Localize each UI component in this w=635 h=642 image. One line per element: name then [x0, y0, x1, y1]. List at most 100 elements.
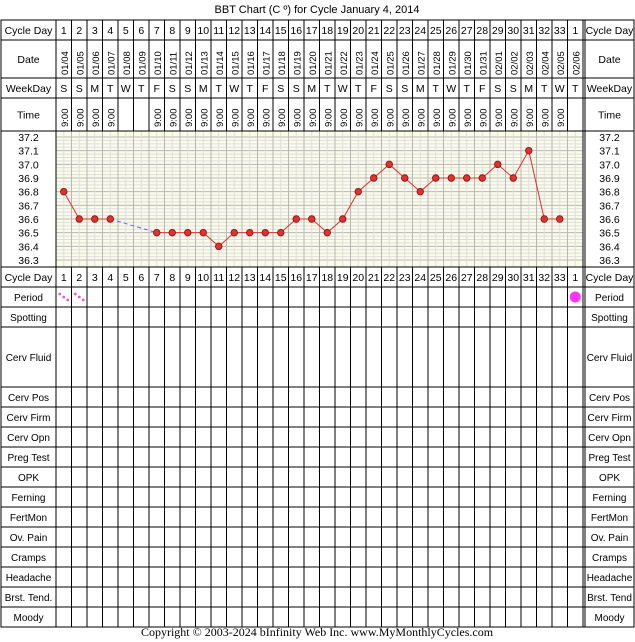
date-label: 02/01 [494, 51, 505, 75]
time-label: 9:00 [75, 109, 86, 128]
weekday-label: S [277, 83, 284, 95]
observation-label-right: Spotting [591, 313, 628, 324]
row-label-cycle_day: Cycle Day [5, 25, 54, 37]
weekday-label: M [90, 83, 99, 95]
cycle-day-label-lower: 29 [492, 272, 504, 284]
date-label: 01/21 [323, 51, 334, 75]
y-tick-label: 36.6 [18, 214, 39, 226]
observation-label: Ov. Pain [10, 533, 48, 544]
y-tick-label: 36.8 [18, 187, 39, 199]
row-label-right-weekday: WeekDay [587, 83, 633, 95]
weekday-label: T [138, 83, 145, 95]
y-tick-label-right: 36.3 [599, 255, 620, 267]
temperature-segment [342, 191, 359, 220]
date-label: 01/05 [75, 51, 86, 75]
cycle-day-label: 23 [399, 25, 411, 37]
time-label: 9:00 [215, 109, 226, 128]
temperature-point [60, 187, 68, 196]
row-label-right-cycle_day-2: Cycle Day [586, 272, 635, 284]
temperature-point [385, 160, 393, 169]
temperature-point [556, 215, 564, 223]
period-spotting-mark [66, 298, 70, 302]
observation-label-right: Cerv Pos [589, 393, 630, 404]
cycle-day-label: 30 [507, 25, 519, 37]
cycle-day-label-lower: 31 [523, 272, 535, 284]
cycle-day-label: 22 [383, 25, 395, 37]
date-label: 01/11 [168, 52, 179, 75]
temperature-point [540, 215, 548, 223]
cycle-day-label: 5 [123, 25, 129, 37]
time-label: 9:00 [478, 109, 489, 128]
y-tick-label-right: 37.1 [599, 146, 620, 158]
y-tick-label-right: 36.7 [599, 200, 620, 212]
weekday-label: T [355, 83, 362, 95]
date-label: 01/14 [215, 51, 226, 75]
observation-label: OPK [18, 473, 39, 484]
cycle-day-label-lower: 7 [154, 272, 160, 284]
period-spotting-mark [58, 292, 62, 296]
cycle-day-label: 1 [572, 25, 578, 37]
observation-label-right: Ferning [593, 493, 627, 504]
cycle-day-label-lower: 30 [507, 272, 519, 284]
y-tick-label-right: 36.8 [599, 187, 620, 199]
cycle-day-label: 21 [368, 25, 380, 37]
temperature-point [153, 228, 161, 237]
date-label: 01/06 [91, 51, 102, 75]
time-label: 9:00 [525, 109, 536, 128]
observation-label: Preg Test [7, 453, 49, 464]
observation-label: Period [14, 293, 43, 304]
cycle-day-label-lower: 14 [259, 272, 271, 284]
date-label: 01/30 [463, 51, 474, 75]
date-label: 02/03 [525, 51, 536, 75]
temperature-point [370, 174, 378, 182]
weekday-label: T [572, 83, 579, 95]
cycle-day-label-lower: 16 [290, 272, 302, 284]
temperature-point [447, 174, 455, 182]
cycle-day-label: 3 [92, 25, 98, 37]
period-spotting-mark [77, 295, 81, 299]
weekday-label: T [541, 83, 548, 95]
weekday-label: F [479, 83, 485, 95]
temperature-point [215, 242, 223, 251]
weekday-label: W [555, 83, 565, 95]
date-label: 01/17 [261, 51, 272, 75]
cycle-day-label-lower: 18 [321, 272, 333, 284]
weekday-label: T [107, 83, 114, 95]
date-label: 01/31 [478, 51, 489, 75]
time-label: 9:00 [354, 109, 365, 128]
row-label-weekday: WeekDay [6, 83, 52, 95]
cycle-day-label-lower: 19 [337, 272, 349, 284]
time-label: 9:00 [370, 109, 381, 128]
time-label: 9:00 [230, 109, 241, 128]
cycle-day-label: 4 [107, 25, 113, 37]
temperature-point [91, 215, 99, 223]
observation-label: Cramps [11, 553, 46, 564]
cycle-day-label-lower: 15 [275, 272, 287, 284]
time-label: 9:00 [416, 109, 427, 128]
weekday-label: F [154, 83, 160, 95]
time-label: 9:00 [246, 109, 257, 128]
date-label: 02/02 [509, 51, 520, 75]
temperature-point [168, 228, 176, 237]
time-label: 9:00 [168, 109, 179, 128]
cycle-day-label: 17 [306, 25, 318, 37]
time-label: 9:00 [540, 109, 551, 128]
date-label: 01/07 [106, 51, 117, 75]
observation-label: Spotting [10, 313, 47, 324]
temperature-point [354, 187, 362, 196]
observation-label-right: Period [595, 293, 624, 304]
cycle-day-label-lower: 1 [61, 272, 67, 284]
weekday-label: W [121, 83, 131, 95]
cycle-day-label: 31 [523, 25, 535, 37]
cycle-day-label: 8 [169, 25, 175, 37]
y-tick-label-right: 36.9 [599, 173, 620, 185]
time-label: 9:00 [385, 109, 396, 128]
cycle-day-label: 25 [430, 25, 442, 37]
time-label: 9:00 [494, 109, 505, 128]
y-tick-label: 36.5 [18, 228, 39, 240]
time-label: 9:00 [153, 109, 164, 128]
observation-label-right: FertMon [591, 513, 628, 524]
cycle-day-label: 18 [321, 25, 333, 37]
cycle-day-label-lower: 21 [368, 272, 380, 284]
